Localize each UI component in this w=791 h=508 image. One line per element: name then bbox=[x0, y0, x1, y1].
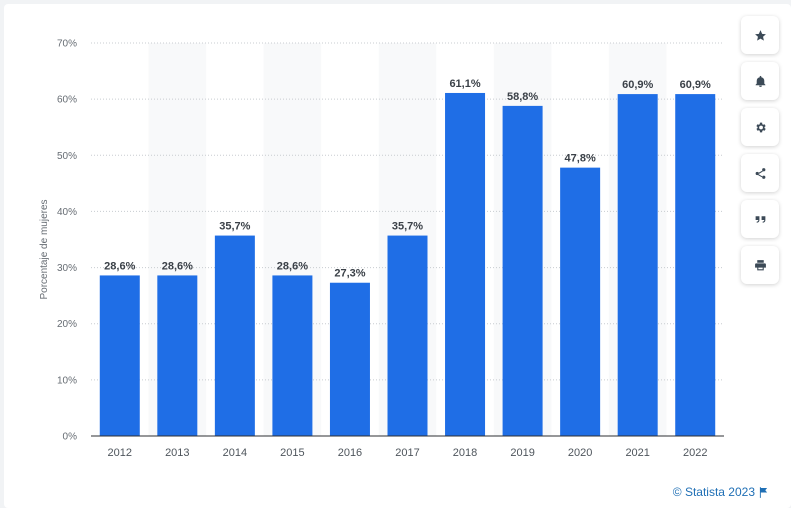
cite-button[interactable] bbox=[741, 200, 779, 238]
credit-text[interactable]: © Statista 2023 bbox=[672, 485, 755, 499]
x-tick-label: 2022 bbox=[683, 447, 707, 459]
bar-value-label: 28,6% bbox=[162, 260, 193, 272]
bar bbox=[214, 235, 255, 436]
y-tick-label: 50% bbox=[57, 151, 77, 162]
favorite-button[interactable] bbox=[741, 16, 779, 54]
bar-value-label: 27,3% bbox=[334, 268, 365, 280]
bar-value-label: 35,7% bbox=[219, 221, 250, 233]
x-tick-label: 2016 bbox=[338, 447, 362, 459]
gear-icon bbox=[755, 122, 766, 132]
bell-icon bbox=[755, 75, 765, 87]
y-axis-title: Porcentaje de mujeres bbox=[39, 199, 50, 299]
bar bbox=[502, 105, 543, 436]
bar-value-label: 60,9% bbox=[680, 79, 711, 91]
x-tick-label: 2015 bbox=[280, 447, 304, 459]
x-tick-label: 2020 bbox=[568, 447, 592, 459]
bar bbox=[617, 94, 658, 436]
x-tick-label: 2012 bbox=[108, 447, 132, 459]
print-button[interactable] bbox=[741, 246, 779, 284]
settings-button[interactable] bbox=[741, 108, 779, 146]
bar bbox=[445, 92, 486, 437]
print-icon bbox=[754, 259, 766, 270]
x-tick-label: 2019 bbox=[510, 447, 534, 459]
x-tick-label: 2013 bbox=[165, 447, 189, 459]
share-button[interactable] bbox=[741, 154, 779, 192]
y-tick-label: 30% bbox=[57, 263, 77, 274]
bar bbox=[329, 282, 370, 436]
bar-value-label: 61,1% bbox=[449, 78, 480, 90]
y-tick-label: 0% bbox=[63, 432, 78, 443]
quote-icon bbox=[755, 215, 765, 223]
x-tick-label: 2017 bbox=[395, 447, 419, 459]
y-tick-label: 60% bbox=[57, 95, 77, 106]
bar bbox=[157, 275, 198, 436]
bar bbox=[675, 94, 716, 436]
y-tick-label: 40% bbox=[57, 207, 77, 218]
bar bbox=[387, 235, 428, 436]
star-icon bbox=[754, 29, 766, 41]
share-icon bbox=[755, 167, 765, 179]
bar bbox=[560, 167, 601, 436]
flag-icon[interactable] bbox=[759, 486, 768, 498]
statista-credit[interactable]: © Statista 2023 bbox=[673, 485, 768, 499]
bar-value-label: 60,9% bbox=[622, 79, 653, 91]
bar-value-label: 58,8% bbox=[507, 91, 538, 103]
y-tick-label: 70% bbox=[57, 39, 77, 50]
y-tick-label: 20% bbox=[57, 319, 77, 330]
bar bbox=[99, 275, 140, 436]
bar-value-label: 47,8% bbox=[565, 153, 596, 165]
bar-value-label: 35,7% bbox=[392, 221, 423, 233]
y-tick-label: 10% bbox=[57, 375, 77, 386]
x-tick-label: 2018 bbox=[453, 447, 477, 459]
x-tick-label: 2021 bbox=[625, 447, 649, 459]
bar bbox=[272, 275, 313, 436]
bar-value-label: 28,6% bbox=[277, 260, 308, 272]
x-tick-label: 2014 bbox=[223, 447, 247, 459]
bar-value-label: 28,6% bbox=[104, 260, 135, 272]
notification-button[interactable] bbox=[741, 62, 779, 100]
